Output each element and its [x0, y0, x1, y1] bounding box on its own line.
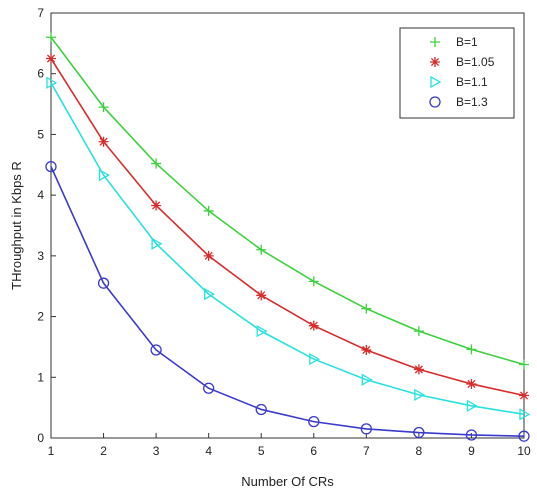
series-line	[50, 82, 525, 416]
x-tick-label: 4	[205, 444, 212, 458]
x-tick-label: 9	[468, 444, 475, 458]
legend-marker	[429, 96, 441, 108]
x-tick-label: 8	[416, 444, 423, 458]
series-2	[46, 53, 529, 401]
data-point-marker	[519, 359, 529, 370]
x-tick-label: 1	[48, 444, 55, 458]
data-point-marker	[150, 344, 162, 356]
series-group	[45, 32, 531, 442]
data-point-marker	[308, 276, 319, 287]
data-point-marker	[519, 408, 531, 421]
x-tick-label: 10	[517, 444, 531, 458]
data-point-marker	[98, 102, 109, 113]
y-tick-label: 4	[37, 188, 44, 202]
legend-box	[399, 27, 515, 119]
legend-item: B=1.3	[429, 95, 488, 109]
data-point-marker	[309, 352, 321, 366]
data-point-marker	[360, 423, 372, 435]
y-axis-title: THroughput in Kbps R	[9, 161, 24, 290]
x-tick-label: 6	[310, 444, 317, 458]
data-point-marker	[97, 277, 110, 289]
series-4	[45, 160, 530, 442]
series-3	[46, 76, 531, 421]
legend-item: B=1.05	[430, 55, 495, 69]
y-tick-label: 3	[37, 249, 44, 263]
legend-item: B=1.1	[430, 75, 488, 89]
data-point-marker	[361, 344, 372, 355]
data-point-marker	[203, 250, 214, 261]
data-point-marker	[466, 378, 477, 389]
legend-item: B=1	[430, 35, 478, 49]
legend-label: B=1	[456, 35, 478, 49]
data-point-marker	[151, 237, 163, 250]
data-point-marker	[151, 158, 162, 169]
data-point-marker	[413, 326, 424, 337]
x-tick-label: 7	[363, 444, 370, 458]
legend-label: B=1.3	[456, 95, 488, 109]
data-point-marker	[413, 364, 424, 375]
axes	[50, 12, 525, 439]
legend-label: B=1.1	[456, 75, 488, 89]
series-line	[50, 166, 525, 437]
series-line	[50, 36, 525, 366]
data-point-marker	[414, 388, 426, 401]
x-tick-label: 3	[153, 444, 160, 458]
data-point-marker	[256, 325, 268, 338]
data-point-marker	[46, 32, 56, 43]
y-tick-label: 5	[37, 127, 44, 141]
x-tick-label: 5	[258, 444, 265, 458]
data-point-marker	[361, 303, 372, 314]
y-tick-label: 7	[37, 6, 44, 20]
x-tick-label: 2	[100, 444, 107, 458]
data-point-marker	[98, 136, 109, 147]
data-point-marker	[46, 76, 58, 89]
data-point-marker	[45, 160, 57, 173]
data-point-marker	[308, 320, 319, 331]
data-point-marker	[466, 344, 477, 355]
data-point-marker	[519, 390, 529, 401]
legend: B=1 B=1.05 B=1.1 B=1.3	[399, 27, 515, 119]
y-tick-label: 1	[37, 370, 44, 384]
legend-marker	[430, 57, 440, 67]
legend-label: B=1.05	[456, 55, 495, 69]
data-point-marker	[203, 205, 214, 216]
data-point-marker	[308, 415, 320, 428]
series-line	[50, 58, 525, 397]
y-tick-label: 2	[37, 310, 44, 324]
data-point-marker	[255, 403, 267, 416]
data-point-marker	[203, 382, 215, 394]
data-point-marker	[466, 399, 478, 412]
y-tick-label: 6	[37, 67, 44, 81]
x-axis-title: Number Of CRs	[241, 474, 334, 489]
data-point-marker	[361, 373, 373, 386]
data-point-marker	[204, 288, 216, 301]
legend-marker	[430, 75, 442, 89]
data-point-marker	[413, 426, 425, 439]
data-point-marker	[518, 430, 530, 442]
plot-area-frame	[50, 12, 525, 439]
data-point-marker	[151, 200, 162, 211]
data-point-marker	[98, 169, 110, 182]
legend-marker	[430, 37, 440, 47]
data-point-marker	[256, 244, 267, 255]
y-tick-label: 0	[37, 431, 44, 445]
data-point-marker	[465, 429, 478, 441]
data-point-marker	[256, 290, 267, 301]
data-point-marker	[46, 53, 56, 64]
series-1	[46, 32, 529, 370]
